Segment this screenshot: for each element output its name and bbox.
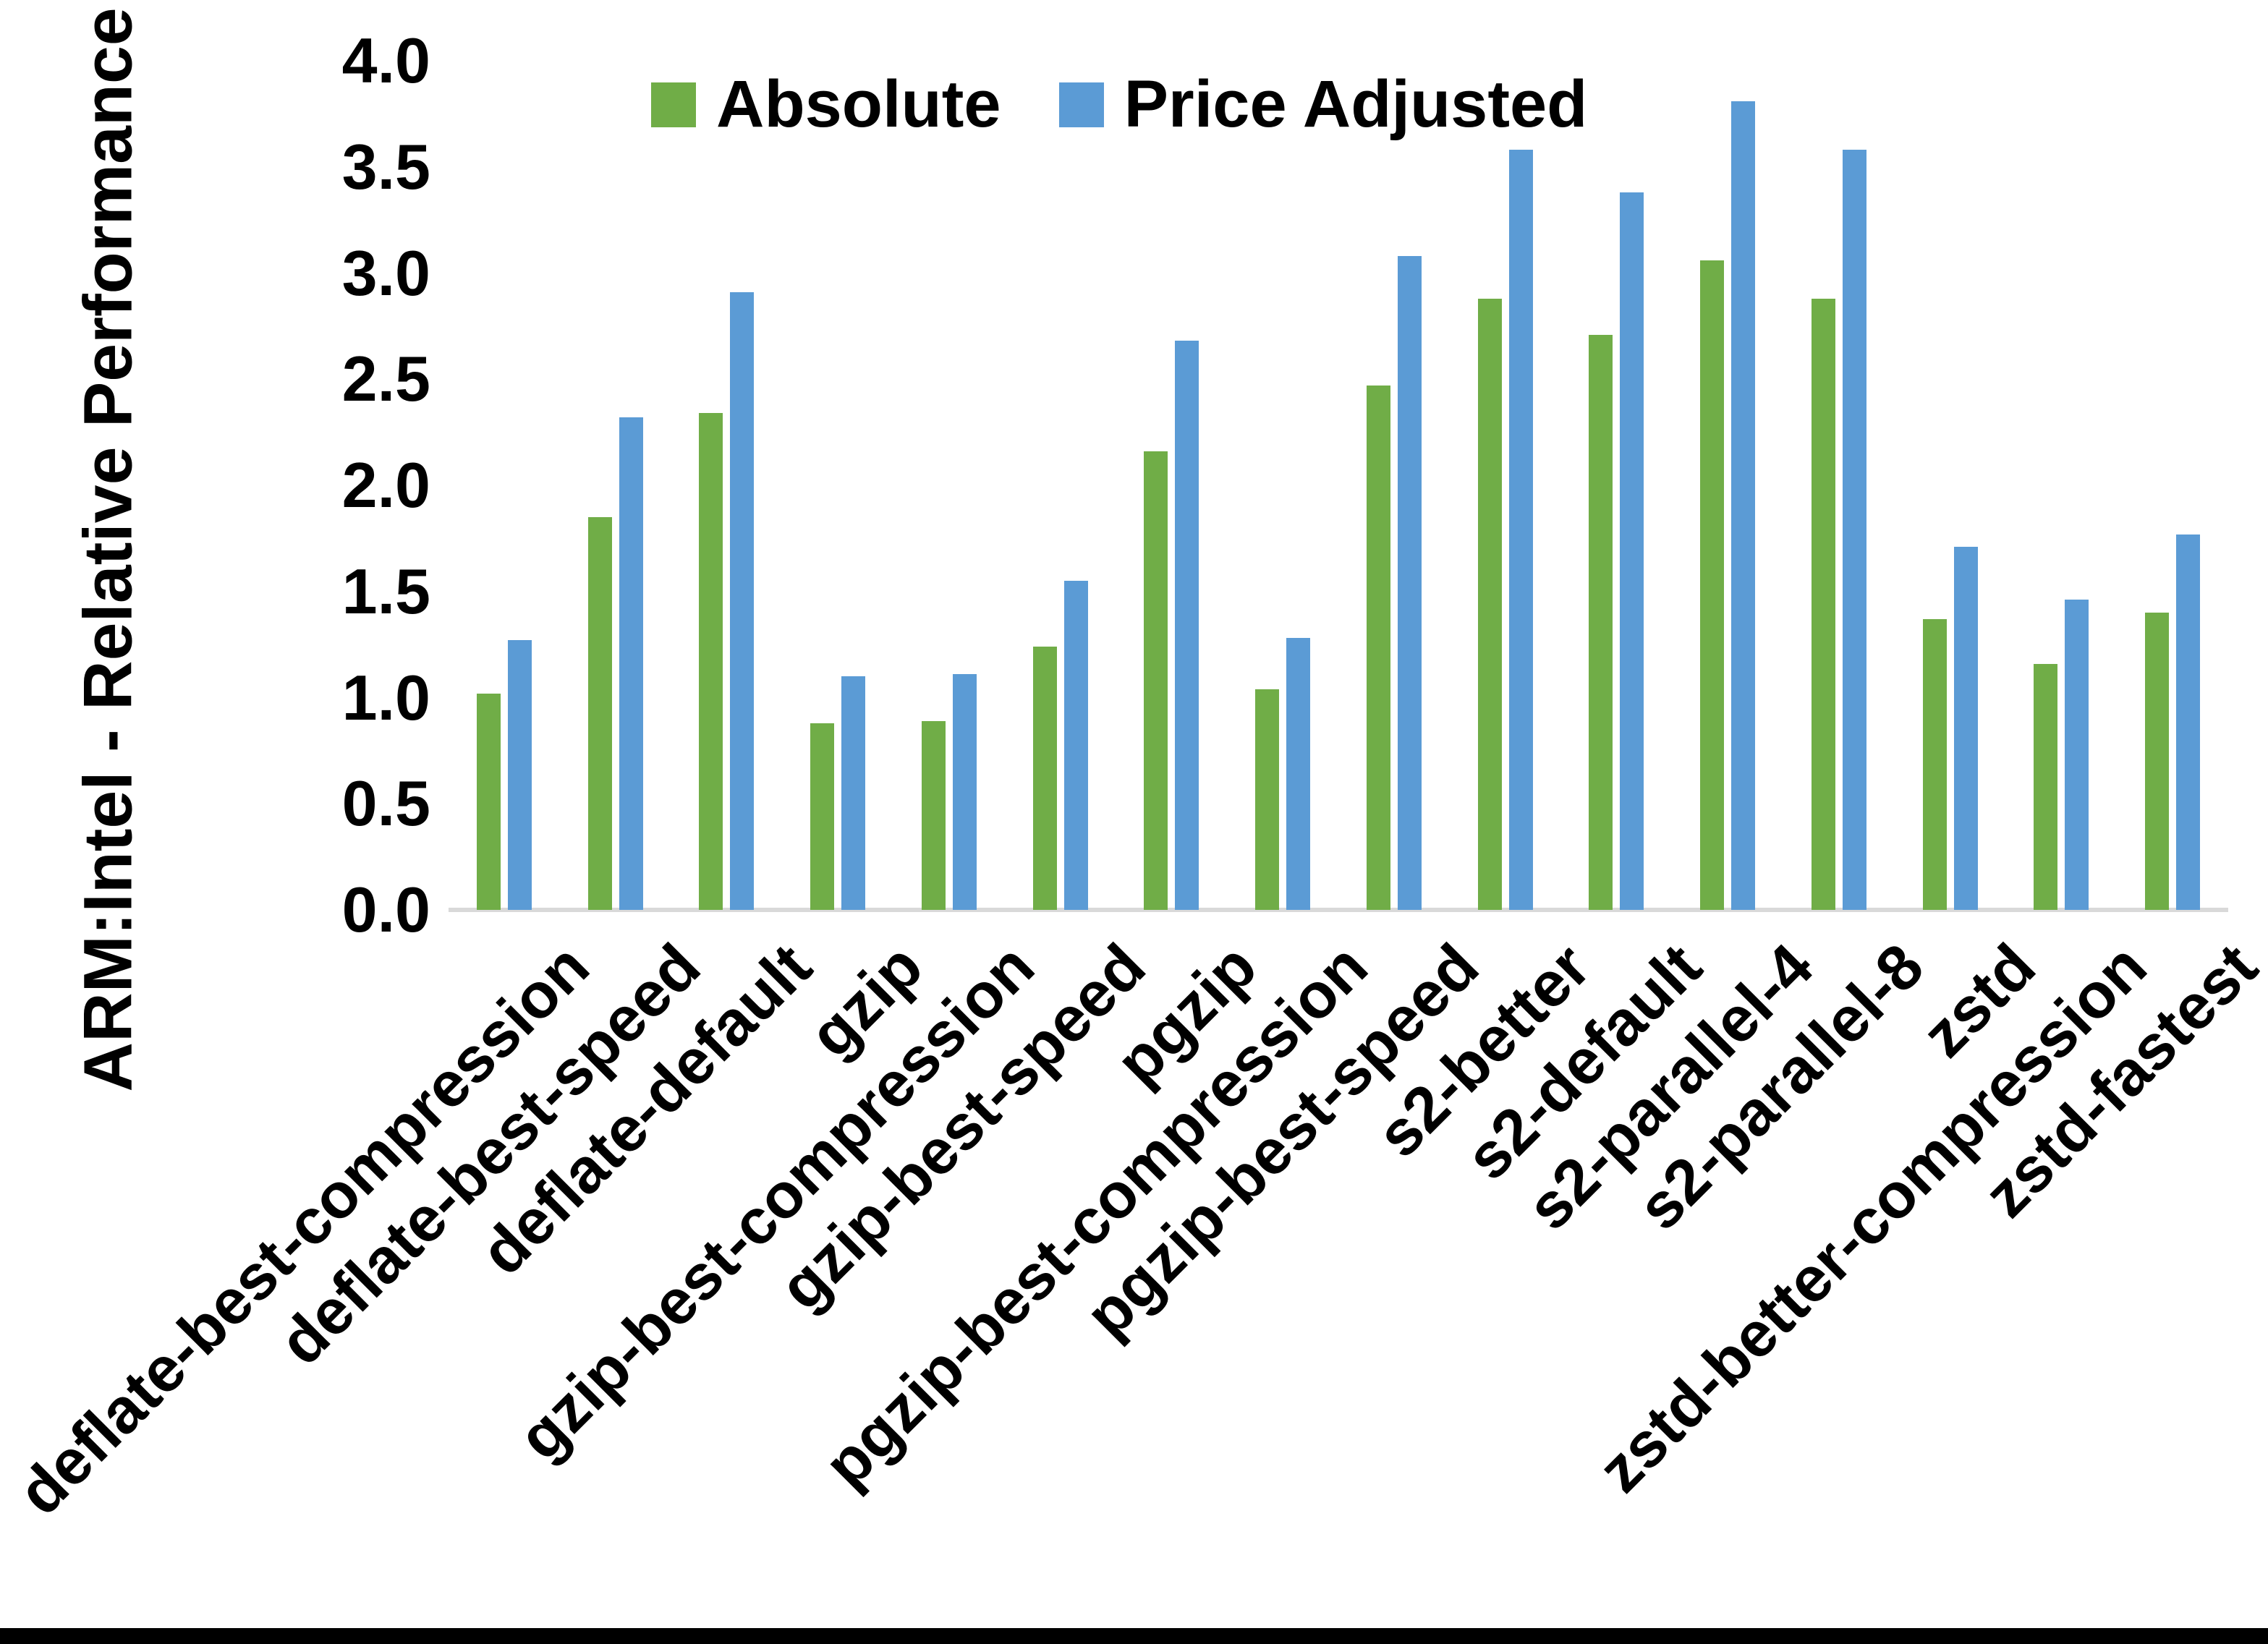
bar-price-adjusted <box>1953 547 1978 910</box>
bar-absolute <box>1477 299 1502 910</box>
legend-item-price-adjusted: Price Adjusted <box>1058 67 1588 142</box>
bar-price-adjusted <box>1286 638 1311 910</box>
bar-price-adjusted <box>2176 534 2201 910</box>
y-tick-label: 3.0 <box>341 237 430 309</box>
bar-absolute <box>1144 451 1168 910</box>
bar-price-adjusted <box>1731 101 1756 910</box>
bar-price-adjusted <box>1842 150 1866 910</box>
bar-price-adjusted <box>1508 150 1533 910</box>
y-tick-label: 3.5 <box>341 130 430 203</box>
bar-absolute <box>587 517 612 910</box>
legend-swatch-price-adjusted <box>1058 82 1104 127</box>
y-tick-label: 2.5 <box>341 343 430 415</box>
y-tick-label: 2.0 <box>341 449 430 521</box>
y-tick-label: 4.0 <box>341 25 430 96</box>
legend: Absolute Price Adjusted <box>651 67 1587 142</box>
bar-absolute <box>2034 664 2058 910</box>
bar-absolute <box>1922 619 1947 910</box>
legend-label-price-adjusted: Price Adjusted <box>1124 67 1588 141</box>
bar-absolute <box>476 694 501 910</box>
y-tick-label: 0.5 <box>341 767 430 840</box>
bar-price-adjusted <box>619 417 643 910</box>
bar-price-adjusted <box>1175 341 1199 910</box>
bar-absolute <box>810 723 835 910</box>
bar-absolute <box>1700 260 1725 910</box>
bar-price-adjusted <box>952 674 977 910</box>
bar-price-adjusted <box>1620 192 1644 910</box>
bar-price-adjusted <box>1397 256 1422 910</box>
window-bottom-edge <box>0 1628 2268 1644</box>
y-tick-label: 0.0 <box>341 874 430 945</box>
y-tick-label: 1.0 <box>341 661 430 733</box>
bar-absolute <box>699 413 723 910</box>
bar-price-adjusted <box>841 676 866 910</box>
bar-absolute <box>921 721 946 910</box>
bar-absolute <box>1589 335 1613 910</box>
legend-item-absolute: Absolute <box>651 67 1001 142</box>
legend-label-absolute: Absolute <box>716 67 1001 141</box>
bar-absolute <box>1255 689 1280 910</box>
bar-price-adjusted <box>2065 600 2089 910</box>
x-axis-line <box>449 908 2228 912</box>
bar-price-adjusted <box>730 292 755 910</box>
bar-price-adjusted <box>507 640 532 910</box>
y-tick-label: 1.5 <box>341 555 430 627</box>
legend-swatch-absolute <box>651 82 696 127</box>
bar-price-adjusted <box>1063 581 1088 910</box>
bar-absolute <box>1811 299 1835 910</box>
bar-absolute <box>1366 386 1390 910</box>
bar-absolute <box>2145 613 2170 910</box>
bar-absolute <box>1032 647 1057 910</box>
